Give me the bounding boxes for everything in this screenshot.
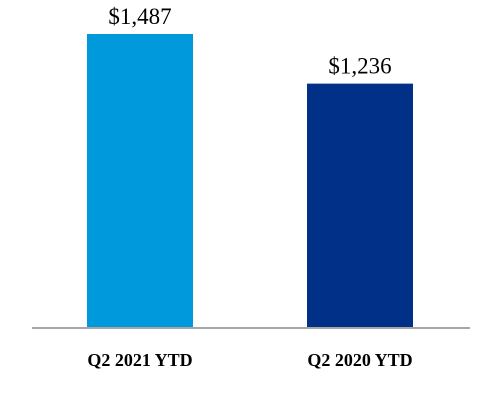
category-label-q2-2021-ytd: Q2 2021 YTD: [87, 350, 192, 370]
category-labels-group: Q2 2021 YTD Q2 2020 YTD: [87, 350, 412, 370]
data-label-q2-2020-ytd: $1,236: [328, 54, 391, 79]
data-labels-group: $1,487 $1,236: [108, 4, 391, 79]
bars-group: [87, 34, 413, 328]
bar-q2-2021-ytd: [87, 34, 193, 328]
category-label-q2-2020-ytd: Q2 2020 YTD: [307, 350, 412, 370]
bar-q2-2020-ytd: [307, 83, 413, 328]
data-label-q2-2021-ytd: $1,487: [108, 4, 171, 29]
